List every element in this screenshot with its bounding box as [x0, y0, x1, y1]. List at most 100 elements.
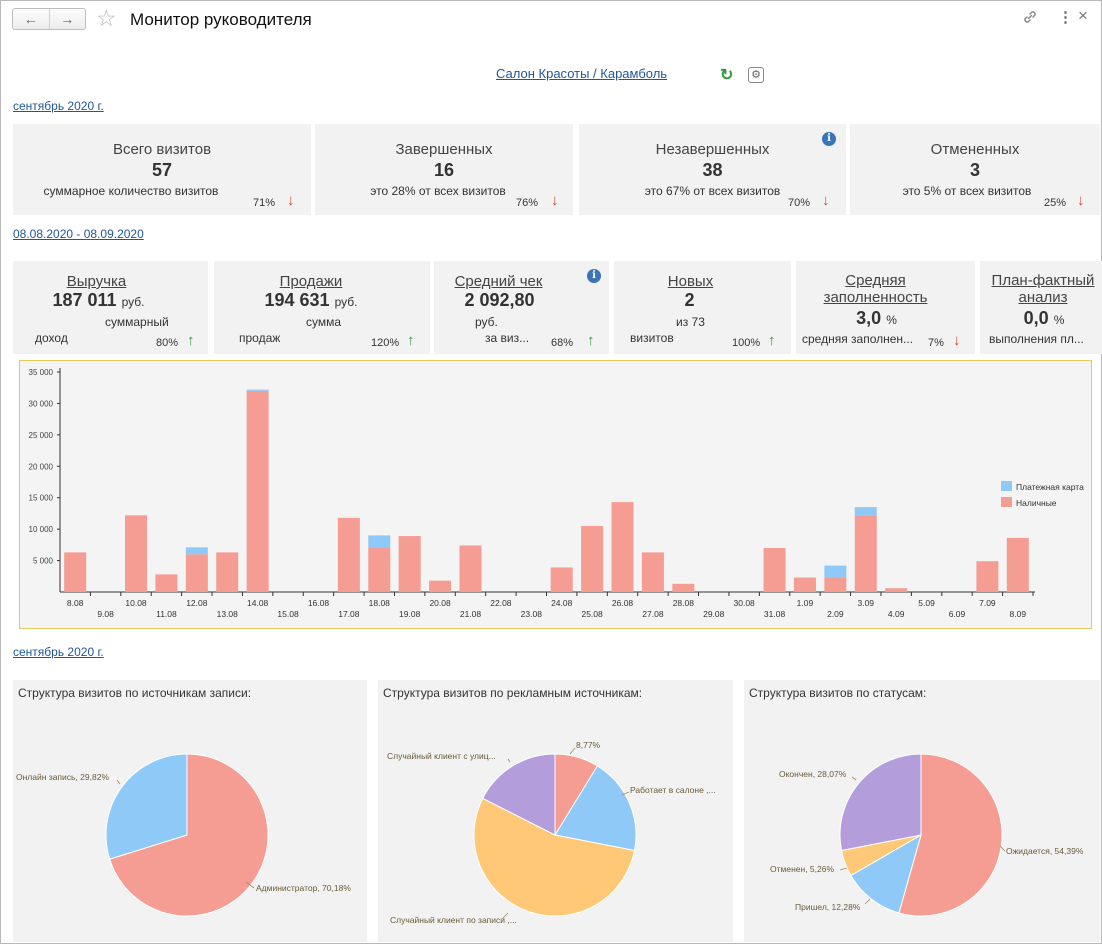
pie-slice: [850, 833, 922, 914]
card-value: 57: [151, 160, 173, 180]
arrow-down-icon: ↓: [287, 192, 295, 209]
bar-card: [368, 535, 391, 548]
x-tick-label: 5.09: [918, 598, 935, 608]
card-title[interactable]: План-фактный анализ: [991, 272, 1095, 306]
card-title: Завершенных: [395, 141, 493, 158]
x-tick-label: 31.08: [764, 609, 786, 619]
card-title[interactable]: Новых: [667, 273, 714, 290]
card-percent: 80%: [156, 337, 179, 349]
revenue-card[interactable]: Выручка 187 011 руб. суммарный доход 80%…: [13, 261, 208, 354]
x-tick-label: 29.08: [703, 609, 725, 619]
x-tick-label: 26.08: [612, 598, 634, 608]
x-tick-label: 15.08: [277, 609, 299, 619]
bar-cash: [763, 548, 786, 592]
card-subtitle: это 67% от всех визитов: [644, 184, 781, 198]
y-tick-label: 15 000: [29, 494, 54, 503]
card-title[interactable]: Выручка: [66, 273, 127, 290]
card-value: 3: [969, 160, 980, 180]
x-tick-label: 2.09: [827, 609, 844, 619]
card-subtitle: сумма: [306, 315, 342, 329]
card-title: Отмененных: [930, 141, 1020, 158]
pie-title: Структура визитов по статусам:: [749, 686, 927, 700]
pie-card-ad-sources: Структура визитов по рекламным источника…: [378, 680, 733, 942]
pie-card-statuses: Структура визитов по статусам: Ожидается…: [744, 680, 1100, 942]
bar-cash: [429, 580, 452, 592]
bar-cash: [581, 526, 604, 592]
legend-label: Платежная карта: [1016, 482, 1084, 492]
visits-completed-card: Завершенных 16 это 28% от всех визитов 7…: [315, 124, 573, 215]
card-title[interactable]: Средняя заполненность: [823, 272, 928, 306]
bar-cash: [368, 548, 391, 592]
average-check-card[interactable]: Средний чек 2 092,80 руб. за виз... 68% …: [434, 261, 609, 354]
arrow-up-icon: ↑: [187, 332, 195, 349]
period-link-range[interactable]: 08.08.2020 - 08.09.2020: [13, 227, 144, 241]
star-icon[interactable]: ☆: [96, 5, 117, 31]
pie-chart: Ожидается, 54,39% Пришел, 12,28% Отменен, …: [770, 753, 1084, 917]
pie-leader-line: [839, 867, 848, 871]
forward-icon[interactable]: →: [48, 9, 86, 29]
y-tick-label: 20 000: [29, 462, 54, 471]
pie-label: Онлайн запись, 29,82%: [16, 772, 109, 782]
card-title[interactable]: Продажи: [279, 273, 343, 290]
x-tick-label: 18.08: [369, 598, 391, 608]
pie-slice: [898, 753, 1003, 917]
period-link-structure[interactable]: сентябрь 2020 г.: [13, 645, 104, 659]
card-value: 194 631 руб.: [264, 290, 358, 310]
arrow-down-icon: ↓: [953, 332, 961, 349]
new-clients-card[interactable]: Новых 2 из 73 визитов 100% ↑: [614, 261, 791, 354]
pie-label: Работает в салоне ,...: [630, 785, 716, 795]
refresh-icon[interactable]: ↻: [720, 67, 734, 84]
legend-label: Наличные: [1016, 498, 1057, 508]
card-subtitle: это 28% от всех визитов: [370, 184, 506, 198]
card-percent: 100%: [732, 337, 761, 349]
info-icon[interactable]: i: [822, 132, 836, 146]
card-title[interactable]: Средний чек: [454, 273, 543, 290]
period-link-visits[interactable]: сентябрь 2020 г.: [13, 99, 104, 113]
pie-slice: [105, 753, 188, 860]
pie-chart: 8,77% Работает в салоне ,... Случайный кли…: [387, 740, 716, 925]
card-title: Незавершенных: [655, 141, 770, 158]
x-tick-label: 13.08: [217, 609, 239, 619]
x-tick-label: 11.08: [156, 609, 177, 619]
card-percent: 7%: [928, 337, 944, 349]
back-icon[interactable]: ←: [23, 11, 38, 27]
nav-buttons: ← →: [12, 8, 86, 30]
x-tick-label: 1.09: [797, 598, 814, 608]
bar-card: [246, 389, 269, 391]
x-tick-label: 12.08: [186, 598, 208, 608]
close-icon[interactable]: ×: [1078, 6, 1088, 25]
bar-cash: [125, 515, 148, 592]
sales-card[interactable]: Продажи 194 631 руб. сумма продаж 120% ↑: [214, 261, 430, 354]
pie-leader-line: [507, 758, 511, 763]
bar-cash: [1006, 537, 1029, 592]
arrow-down-icon: ↓: [551, 192, 559, 209]
card-percent: 120%: [371, 337, 400, 349]
pie-slice: [473, 797, 636, 917]
x-tick-label: 8.09: [1010, 609, 1027, 619]
pie-slice: [109, 753, 269, 917]
y-tick-label: 10 000: [29, 525, 54, 534]
bar-cash: [885, 588, 908, 592]
arrow-up-icon: ↑: [587, 332, 595, 349]
visits-cancelled-card: Отмененных 3 это 5% от всех визитов 25% …: [850, 124, 1100, 215]
card-value: 16: [433, 160, 455, 180]
x-tick-label: 16.08: [308, 598, 330, 608]
pie-slice: [839, 753, 922, 852]
pie-leader-line: [116, 779, 121, 785]
card-subtitle: средняя заполнен...: [802, 332, 914, 346]
y-tick-label: 5 000: [33, 557, 54, 566]
card-subtitle-2: продаж: [239, 331, 281, 345]
visits-total-card: Всего визитов 57 суммарное количество ви…: [13, 124, 311, 215]
pie-label: Администратор, 70,18%: [256, 883, 351, 893]
link-icon[interactable]: [1022, 9, 1038, 29]
more-icon[interactable]: ⋮: [1058, 9, 1073, 26]
company-link[interactable]: Салон Красоты / Карамболь: [496, 66, 668, 81]
bar-cash: [185, 554, 208, 592]
pie-label: Отменен, 5,26%: [770, 864, 834, 874]
pie-slice: [482, 753, 556, 836]
settings-icon[interactable]: ⚙: [748, 67, 764, 83]
occupancy-card[interactable]: Средняя заполненность 3,0 % средняя запол…: [796, 261, 975, 354]
bar-cash: [611, 502, 634, 592]
info-icon[interactable]: i: [587, 269, 601, 283]
plan-fact-card[interactable]: План-фактный анализ 0,0 % выполнения пл..…: [980, 261, 1102, 354]
